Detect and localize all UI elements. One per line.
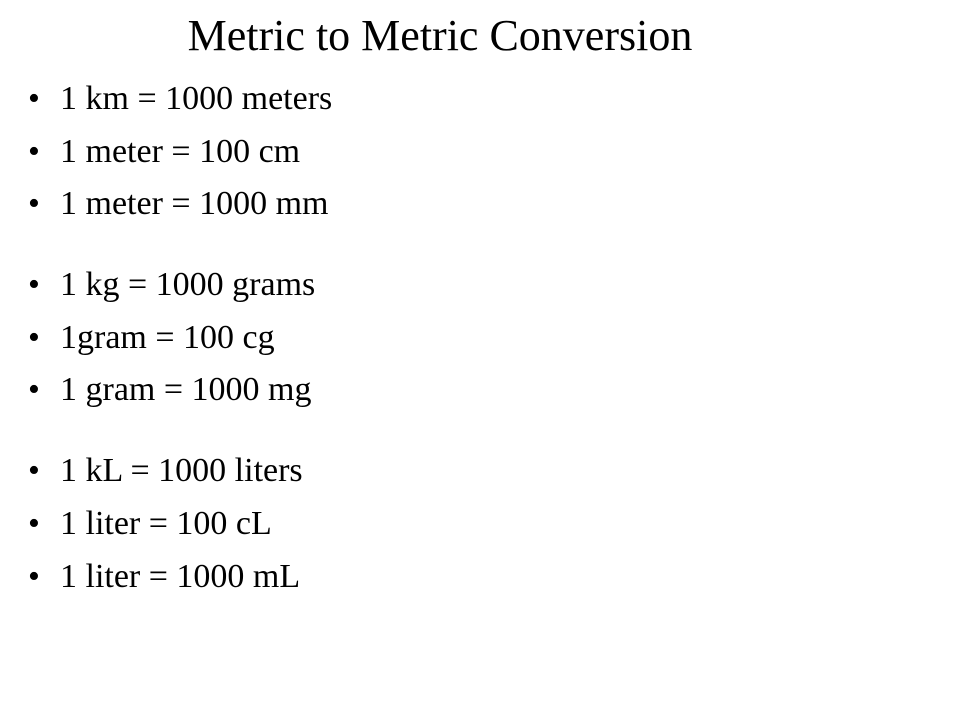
list-item: • 1 kL = 1000 liters — [20, 445, 940, 498]
bullet-icon: • — [28, 126, 40, 179]
list-item: • 1gram = 100 cg — [20, 312, 940, 365]
bullet-icon: • — [28, 445, 40, 498]
list-item: • 1 liter = 1000 mL — [20, 551, 940, 604]
group-volume: • 1 kL = 1000 liters • 1 liter = 100 cL … — [20, 445, 940, 603]
bullet-icon: • — [28, 178, 40, 231]
item-text: 1gram = 100 cg — [60, 319, 275, 356]
page-title: Metric to Metric Conversion — [20, 10, 940, 61]
bullet-icon: • — [28, 312, 40, 365]
list-item: • 1 gram = 1000 mg — [20, 364, 940, 417]
item-text: 1 kL = 1000 liters — [60, 452, 303, 489]
bullet-icon: • — [28, 551, 40, 604]
list-item: • 1 km = 1000 meters — [20, 73, 940, 126]
bullet-icon: • — [28, 259, 40, 312]
item-text: 1 km = 1000 meters — [60, 80, 332, 117]
content-list: • 1 km = 1000 meters • 1 meter = 100 cm … — [20, 73, 940, 603]
item-text: 1 meter = 100 cm — [60, 133, 300, 170]
list-item: • 1 meter = 100 cm — [20, 126, 940, 179]
group-length: • 1 km = 1000 meters • 1 meter = 100 cm … — [20, 73, 940, 231]
item-text: 1 kg = 1000 grams — [60, 266, 315, 303]
item-text: 1 liter = 1000 mL — [60, 558, 300, 595]
item-text: 1 liter = 100 cL — [60, 505, 272, 542]
item-text: 1 gram = 1000 mg — [60, 371, 311, 408]
item-text: 1 meter = 1000 mm — [60, 185, 328, 222]
list-item: • 1 meter = 1000 mm — [20, 178, 940, 231]
bullet-icon: • — [28, 73, 40, 126]
list-item: • 1 kg = 1000 grams — [20, 259, 940, 312]
bullet-icon: • — [28, 498, 40, 551]
list-item: • 1 liter = 100 cL — [20, 498, 940, 551]
group-mass: • 1 kg = 1000 grams • 1gram = 100 cg • 1… — [20, 259, 940, 417]
bullet-icon: • — [28, 364, 40, 417]
